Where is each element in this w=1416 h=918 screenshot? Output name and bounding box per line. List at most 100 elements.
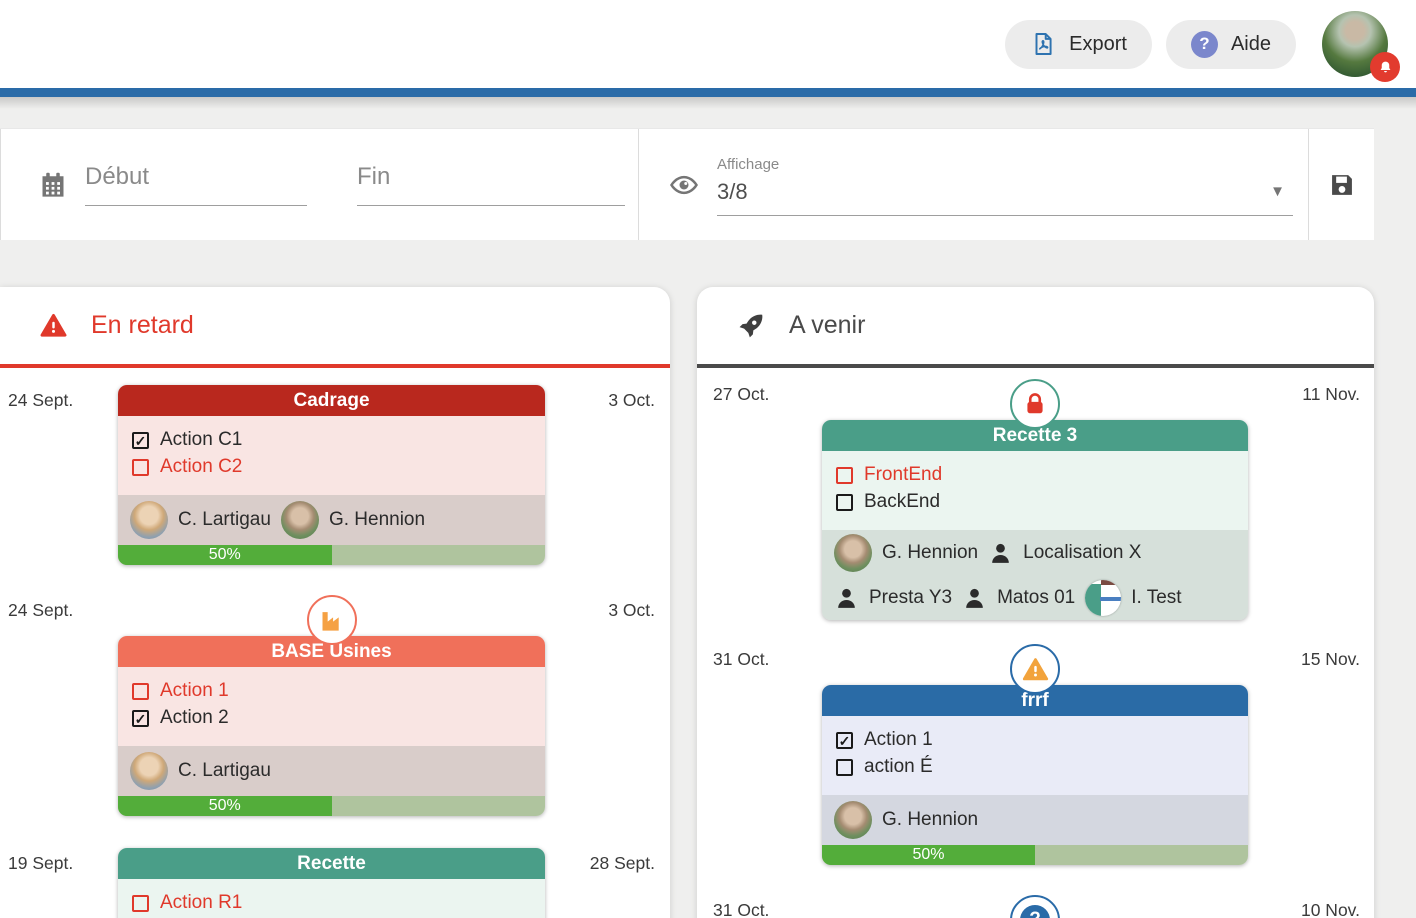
aide-button[interactable]: ? Aide bbox=[1165, 19, 1296, 69]
checkbox-checked[interactable]: ✓ bbox=[132, 431, 149, 449]
panel-en-retard-header: En retard bbox=[0, 287, 670, 368]
user-avatar[interactable] bbox=[1322, 11, 1400, 82]
action-label: action É bbox=[864, 756, 933, 777]
factory-icon bbox=[306, 595, 357, 645]
lock-icon bbox=[1010, 379, 1060, 429]
help-icon: ? bbox=[1190, 30, 1218, 58]
card-row-recette: 19 Sept. Recette Action R1 Action R2 bbox=[0, 848, 670, 918]
date-start-field bbox=[85, 163, 307, 206]
card-recette-3[interactable]: Recette 3 FrontEnd BackEnd bbox=[822, 420, 1248, 620]
date-end-input[interactable] bbox=[357, 163, 625, 191]
progress-bar: 50% bbox=[118, 796, 545, 816]
panel-a-venir: A venir 27 Oct. Recette 3 bbox=[697, 287, 1374, 918]
panel-title: En retard bbox=[91, 311, 194, 339]
resource-name: I. Test bbox=[1131, 587, 1182, 608]
card-start-date: 27 Oct. bbox=[713, 384, 770, 404]
card-start-date: 24 Sept. bbox=[8, 390, 74, 410]
assignee-name: C. Lartigau bbox=[178, 509, 271, 530]
action-item: ✓ Action 2 bbox=[132, 707, 531, 729]
alert-triangle-icon bbox=[40, 312, 67, 339]
checkbox-checked[interactable]: ✓ bbox=[836, 731, 853, 749]
action-label: Action 2 bbox=[160, 707, 229, 728]
card-title: BASE Usines bbox=[118, 636, 545, 667]
card-start-date: 31 Oct. bbox=[713, 900, 770, 918]
calendar-icon bbox=[39, 171, 67, 199]
date-filter-section bbox=[0, 129, 638, 240]
resource-name: Presta Y3 bbox=[869, 587, 953, 608]
checkbox-unchecked[interactable] bbox=[836, 758, 853, 776]
eye-icon bbox=[669, 170, 699, 200]
card-end-date: 3 Oct. bbox=[608, 390, 655, 410]
card-end-date: 28 Sept. bbox=[589, 853, 655, 873]
export-label: Export bbox=[1069, 32, 1127, 55]
card-row-frrf: 31 Oct. frrf ✓ bbox=[697, 644, 1374, 865]
checkbox-unchecked[interactable] bbox=[132, 458, 149, 476]
resource-name: Matos 01 bbox=[997, 587, 1076, 608]
card-cadrage[interactable]: Cadrage ✓ Action C1 Action C2 bbox=[118, 385, 545, 565]
action-label: Action 1 bbox=[160, 680, 229, 701]
display-filter-section: Affichage 3/8 ▼ bbox=[638, 129, 1308, 240]
card-frrf[interactable]: frrf ✓ Action 1 action É bbox=[822, 685, 1248, 865]
pdf-export-icon bbox=[1030, 31, 1056, 57]
rocket-icon bbox=[737, 312, 765, 340]
header-accent-bar bbox=[0, 88, 1416, 97]
panel-a-venir-header: A venir bbox=[697, 287, 1374, 368]
checkbox-unchecked[interactable] bbox=[132, 894, 149, 912]
card-start-date: 31 Oct. bbox=[713, 649, 770, 669]
person-icon bbox=[988, 541, 1013, 566]
action-item: Action 1 bbox=[132, 680, 531, 702]
card-row-recette-3: 27 Oct. Recette 3 FrontEnd bbox=[697, 379, 1374, 620]
progress-bar: 50% bbox=[822, 845, 1248, 865]
action-item: ✓ Action C1 bbox=[132, 429, 531, 451]
card-row-clipped: 31 Oct. ? 10 Nov. bbox=[697, 895, 1374, 918]
app-avatar-icon bbox=[1085, 580, 1122, 616]
header-shadow bbox=[0, 97, 1416, 109]
card-base-usines[interactable]: BASE Usines Action 1 ✓ Action 2 bbox=[118, 636, 545, 816]
card-start-date: 24 Sept. bbox=[8, 600, 74, 620]
action-label: FrontEnd bbox=[864, 464, 943, 485]
assignee-name: G. Hennion bbox=[328, 509, 426, 530]
progress-bar: 50% bbox=[118, 545, 545, 565]
card-end-date: 3 Oct. bbox=[608, 600, 655, 620]
card-recette[interactable]: Recette Action R1 Action R2 bbox=[118, 848, 545, 918]
chevron-down-icon: ▼ bbox=[1270, 183, 1285, 200]
card-assignees: C. Lartigau bbox=[118, 746, 545, 796]
action-item: Action C2 bbox=[132, 456, 531, 478]
card-end-date: 11 Nov. bbox=[1302, 384, 1360, 404]
person-icon bbox=[834, 586, 859, 611]
notification-bell-badge[interactable] bbox=[1370, 52, 1400, 82]
action-label: BackEnd bbox=[864, 491, 941, 512]
checkbox-unchecked[interactable] bbox=[132, 682, 149, 700]
affichage-select[interactable]: Affichage 3/8 ▼ bbox=[717, 154, 1293, 216]
top-header: Export ? Aide bbox=[0, 0, 1416, 88]
checkbox-unchecked[interactable] bbox=[836, 466, 853, 484]
date-end-field bbox=[357, 163, 625, 206]
card-end-date: 10 Nov. bbox=[1300, 900, 1360, 918]
checkbox-checked[interactable]: ✓ bbox=[132, 709, 149, 727]
export-button[interactable]: Export bbox=[1005, 19, 1152, 69]
action-label: Action C2 bbox=[160, 456, 243, 477]
action-item: FrontEnd bbox=[836, 464, 1234, 486]
action-item: ✓ Action 1 bbox=[836, 729, 1234, 751]
bell-icon bbox=[1378, 60, 1393, 75]
affichage-label: Affichage bbox=[717, 155, 780, 173]
card-start-date: 19 Sept. bbox=[8, 853, 74, 873]
avatar bbox=[280, 501, 319, 539]
save-icon[interactable] bbox=[1328, 171, 1356, 199]
affichage-value: 3/8 bbox=[717, 178, 748, 204]
assignee-name: G. Hennion bbox=[882, 809, 979, 830]
avatar bbox=[130, 752, 168, 790]
card-assignees: G. Hennion Localisation X Presta bbox=[822, 530, 1248, 620]
card-assignees: C. Lartigau G. Hennion bbox=[118, 495, 545, 545]
filter-toolbar: Affichage 3/8 ▼ bbox=[0, 128, 1374, 240]
save-section bbox=[1308, 129, 1374, 240]
person-icon bbox=[962, 586, 987, 611]
date-start-input[interactable] bbox=[85, 163, 307, 191]
action-label: Action C1 bbox=[160, 429, 243, 450]
panel-en-retard: En retard 24 Sept. Cadrage ✓ Action C1 bbox=[0, 287, 670, 918]
card-row-base-usines: 24 Sept. BASE Usines Action 1 bbox=[0, 595, 670, 816]
avatar bbox=[834, 534, 872, 572]
checkbox-unchecked[interactable] bbox=[836, 493, 853, 511]
card-title: Recette bbox=[118, 848, 545, 879]
card-end-date: 15 Nov. bbox=[1300, 649, 1360, 669]
